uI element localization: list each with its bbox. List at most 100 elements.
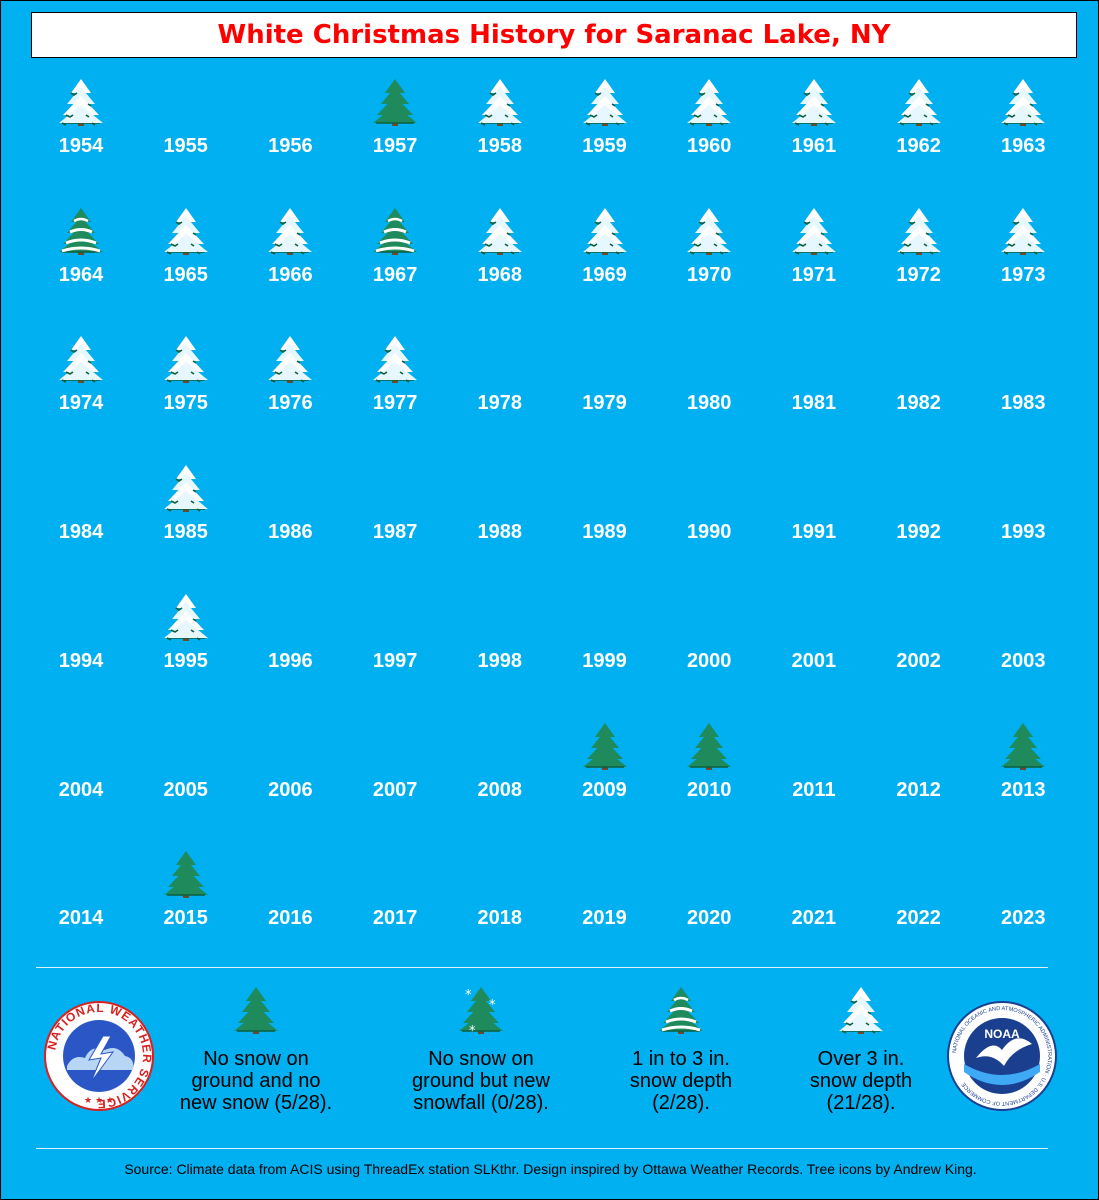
divider-top (36, 967, 1048, 968)
year-cell: 1961 (762, 77, 866, 177)
year-label: 2021 (791, 907, 837, 930)
title-box: White Christmas History for Saranac Lake… (31, 12, 1077, 58)
year-label: 1974 (58, 392, 104, 415)
tree-icon-over3 (1000, 206, 1046, 256)
year-label: 2017 (372, 907, 418, 930)
year-label: 1957 (372, 135, 418, 157)
year-cell: 1999 (553, 592, 657, 692)
year-label: 1960 (686, 135, 732, 157)
year-label: 2012 (896, 778, 941, 801)
year-cell: 2002 (867, 592, 971, 692)
legend-label-newsnow: No snow on ground but new snowfall (0/28). (381, 1048, 581, 1114)
year-label: 2010 (686, 778, 732, 801)
year-cell: 1962 (867, 77, 971, 177)
year-cell: 2022 (867, 849, 971, 949)
year-cell: 2012 (867, 721, 971, 821)
legend-line: No snow on (203, 1048, 309, 1070)
tree-icon-over3 (477, 77, 523, 127)
year-label: 1981 (791, 392, 837, 415)
divider-bottom (36, 1148, 1048, 1149)
legend-line: Over 3 in. (817, 1048, 905, 1070)
year-cell: 2003 (971, 592, 1075, 692)
tree-icon-over3 (686, 206, 732, 256)
year-cell: 2010 (657, 721, 761, 821)
year-label: 1955 (163, 135, 208, 157)
year-cell: 1963 (971, 77, 1075, 177)
year-label: 2018 (477, 907, 523, 930)
year-cell: 1992 (867, 463, 971, 563)
tree-icon-over3 (1000, 77, 1046, 127)
legend-line: ground and no (191, 1070, 321, 1092)
year-label: 1995 (163, 649, 208, 672)
year-label: 1965 (163, 263, 208, 286)
tree-icon-over3 (58, 77, 104, 127)
year-cell: 2021 (762, 849, 866, 949)
year-label: 1989 (582, 521, 627, 544)
legend-label-depth1to3: 1 in to 3 in. snow depth (2/28). (581, 1048, 781, 1114)
legend-line: ground but new (412, 1070, 550, 1092)
year-label: 2006 (268, 778, 313, 801)
year-cell: 1973 (971, 206, 1075, 306)
tree-icon-over3 (163, 592, 209, 642)
legend-tree-icon-depth1to3 (658, 985, 704, 1035)
nws-logo: NATIONAL WEATHER SERVICE ★ ★ ★ (43, 1000, 155, 1112)
year-label: 2005 (163, 778, 208, 801)
tree-icon-nosnow (686, 721, 732, 771)
year-cell: 2005 (134, 721, 238, 821)
year-cell: 1993 (971, 463, 1075, 563)
year-cell: 1964 (29, 206, 133, 306)
year-label: 1970 (686, 263, 732, 286)
tree-icon-over3 (163, 206, 209, 256)
year-label: 1979 (582, 392, 627, 415)
tree-icon-nosnow (582, 721, 628, 771)
tree-icon-over3 (267, 334, 313, 384)
year-cell: 1996 (238, 592, 342, 692)
year-label: 2019 (582, 907, 627, 930)
year-label: 1969 (582, 263, 627, 286)
legend-line: 1 in to 3 in. (632, 1048, 730, 1070)
year-label: 1956 (268, 135, 313, 157)
year-cell: 1982 (867, 334, 971, 434)
year-cell: 1968 (448, 206, 552, 306)
year-cell: 1976 (238, 334, 342, 434)
year-cell: 1956 (238, 77, 342, 177)
year-cell: 1984 (29, 463, 133, 563)
year-label: 1993 (1001, 521, 1046, 544)
year-label: 1999 (582, 649, 627, 672)
year-cell: 2015 (134, 849, 238, 949)
year-cell: 1971 (762, 206, 866, 306)
tree-icon-nosnow (1000, 721, 1046, 771)
year-label: 2014 (58, 907, 104, 930)
year-cell: 1991 (762, 463, 866, 563)
legend-label-over3: Over 3 in. snow depth (21/28). (761, 1048, 961, 1114)
year-cell: 2023 (971, 849, 1075, 949)
year-cell: 1980 (657, 334, 761, 434)
year-label: 2009 (582, 778, 627, 801)
year-label: 1964 (58, 263, 104, 286)
year-label: 1954 (58, 135, 104, 157)
year-cell: 2004 (29, 721, 133, 821)
year-cell: 1957 (343, 77, 447, 177)
year-cell: 2013 (971, 721, 1075, 821)
year-cell: 1979 (553, 334, 657, 434)
year-cell: 2006 (238, 721, 342, 821)
tree-icon-over3 (582, 206, 628, 256)
year-label: 1958 (477, 135, 523, 157)
noaa-logo: NOAA NATIONAL OCEANIC AND ATMOSPHERIC AD… (946, 1000, 1058, 1112)
year-label: 1990 (686, 521, 732, 544)
year-label: 1988 (477, 521, 523, 544)
year-label: 2020 (686, 907, 732, 930)
tree-icon-depth1to3 (58, 206, 104, 256)
year-cell: 1995 (134, 592, 238, 692)
year-label: 1971 (791, 263, 837, 286)
legend-tree-icon-over3 (838, 985, 884, 1035)
year-label: 1968 (477, 263, 523, 286)
year-label: 1976 (268, 392, 313, 415)
year-cell: 1959 (553, 77, 657, 177)
year-cell: 1990 (657, 463, 761, 563)
tree-icon-over3 (896, 77, 942, 127)
year-cell: 2011 (762, 721, 866, 821)
year-cell: 2000 (657, 592, 761, 692)
year-cell: 2014 (29, 849, 133, 949)
source-note: Source: Climate data from ACIS using Thr… (124, 1161, 977, 1177)
